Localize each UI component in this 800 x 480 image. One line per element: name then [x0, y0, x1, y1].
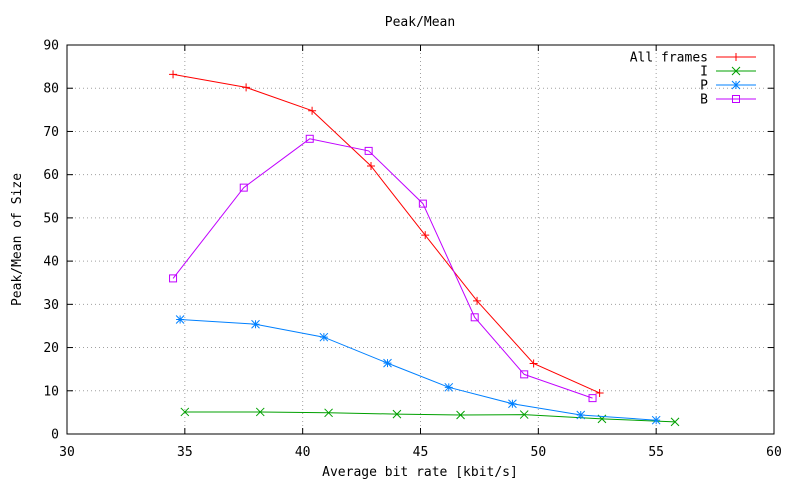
data-point-all-frames: [308, 106, 317, 115]
legend-item-i: I: [700, 65, 756, 80]
data-point-i: [180, 407, 190, 417]
y-tick-label: 40: [43, 255, 59, 270]
data-point-all-frames: [421, 231, 430, 240]
data-point-p: [508, 399, 517, 409]
y-tick-label: 10: [43, 384, 59, 399]
legend-marker: [731, 80, 741, 90]
legend-label: B: [700, 93, 708, 108]
data-point-i: [392, 409, 402, 419]
data-point-p: [444, 382, 454, 392]
y-tick-label: 60: [43, 168, 59, 183]
data-point-p: [319, 332, 329, 342]
legend-marker: [732, 95, 740, 103]
data-point-b: [364, 146, 373, 155]
series-layer: [169, 70, 680, 427]
data-point-all-frames: [529, 359, 538, 368]
data-point-p: [383, 358, 392, 368]
data-point-b: [169, 274, 178, 283]
data-point-i: [519, 410, 529, 419]
data-point-b: [588, 394, 597, 403]
legend-marker: [731, 66, 741, 76]
series-b: [169, 134, 597, 403]
data-point-b: [239, 183, 248, 192]
chart-title: Peak/Mean: [385, 15, 455, 30]
y-tick-label: 0: [51, 428, 59, 443]
data-point-p: [175, 315, 185, 324]
data-point-all-frames: [595, 388, 604, 397]
series-line-b: [172, 138, 593, 399]
data-point-b: [305, 134, 314, 143]
legend-item-b: B: [700, 93, 756, 108]
legend-item-all-frames: All frames: [630, 51, 756, 66]
series-p: [175, 315, 661, 425]
y-tick-label: 90: [43, 39, 59, 54]
data-point-p: [651, 415, 661, 425]
data-point-i: [324, 408, 333, 418]
x-tick-label: 35: [177, 445, 193, 460]
axis-ticks: 0 10 20 30 40 50 60 70 80 90 30 35 40 45 50 55 60: [43, 39, 781, 461]
legend-item-p: P: [700, 79, 756, 94]
data-point-p: [576, 410, 586, 420]
legend-label: All frames: [630, 51, 708, 66]
y-tick-label: 20: [43, 341, 59, 356]
data-point-i: [255, 407, 265, 417]
x-tick-label: 40: [295, 445, 311, 460]
y-tick-label: 80: [43, 82, 59, 97]
data-point-all-frames: [473, 296, 482, 305]
data-point-b: [470, 313, 479, 322]
data-point-all-frames: [367, 162, 376, 171]
legend-marker: [732, 53, 740, 61]
data-point-i: [670, 417, 680, 427]
data-point-b: [520, 370, 529, 379]
data-point-all-frames: [242, 83, 251, 92]
x-tick-label: 55: [648, 445, 664, 460]
y-tick-label: 70: [43, 125, 59, 140]
series-i: [180, 407, 680, 427]
legend-label: P: [700, 79, 708, 94]
series-all-frames: [169, 70, 604, 397]
x-axis-label: Average bit rate [kbit/s]: [322, 465, 518, 480]
series-line-all-frames: [173, 73, 600, 394]
y-tick-label: 30: [43, 298, 59, 313]
data-point-b: [418, 199, 427, 208]
y-tick-label: 50: [43, 211, 59, 226]
y-axis-label: Peak/Mean of Size: [10, 173, 25, 306]
legend-label: I: [700, 65, 708, 80]
data-point-i: [456, 410, 465, 420]
series-line-i: [184, 411, 676, 423]
data-point-all-frames: [169, 70, 178, 79]
x-tick-label: 30: [59, 445, 75, 460]
x-tick-label: 45: [413, 445, 429, 460]
x-tick-label: 50: [531, 445, 547, 460]
data-point-p: [251, 319, 260, 329]
x-tick-label: 60: [766, 445, 782, 460]
grid-lines: [67, 45, 774, 434]
series-line-p: [180, 319, 657, 421]
